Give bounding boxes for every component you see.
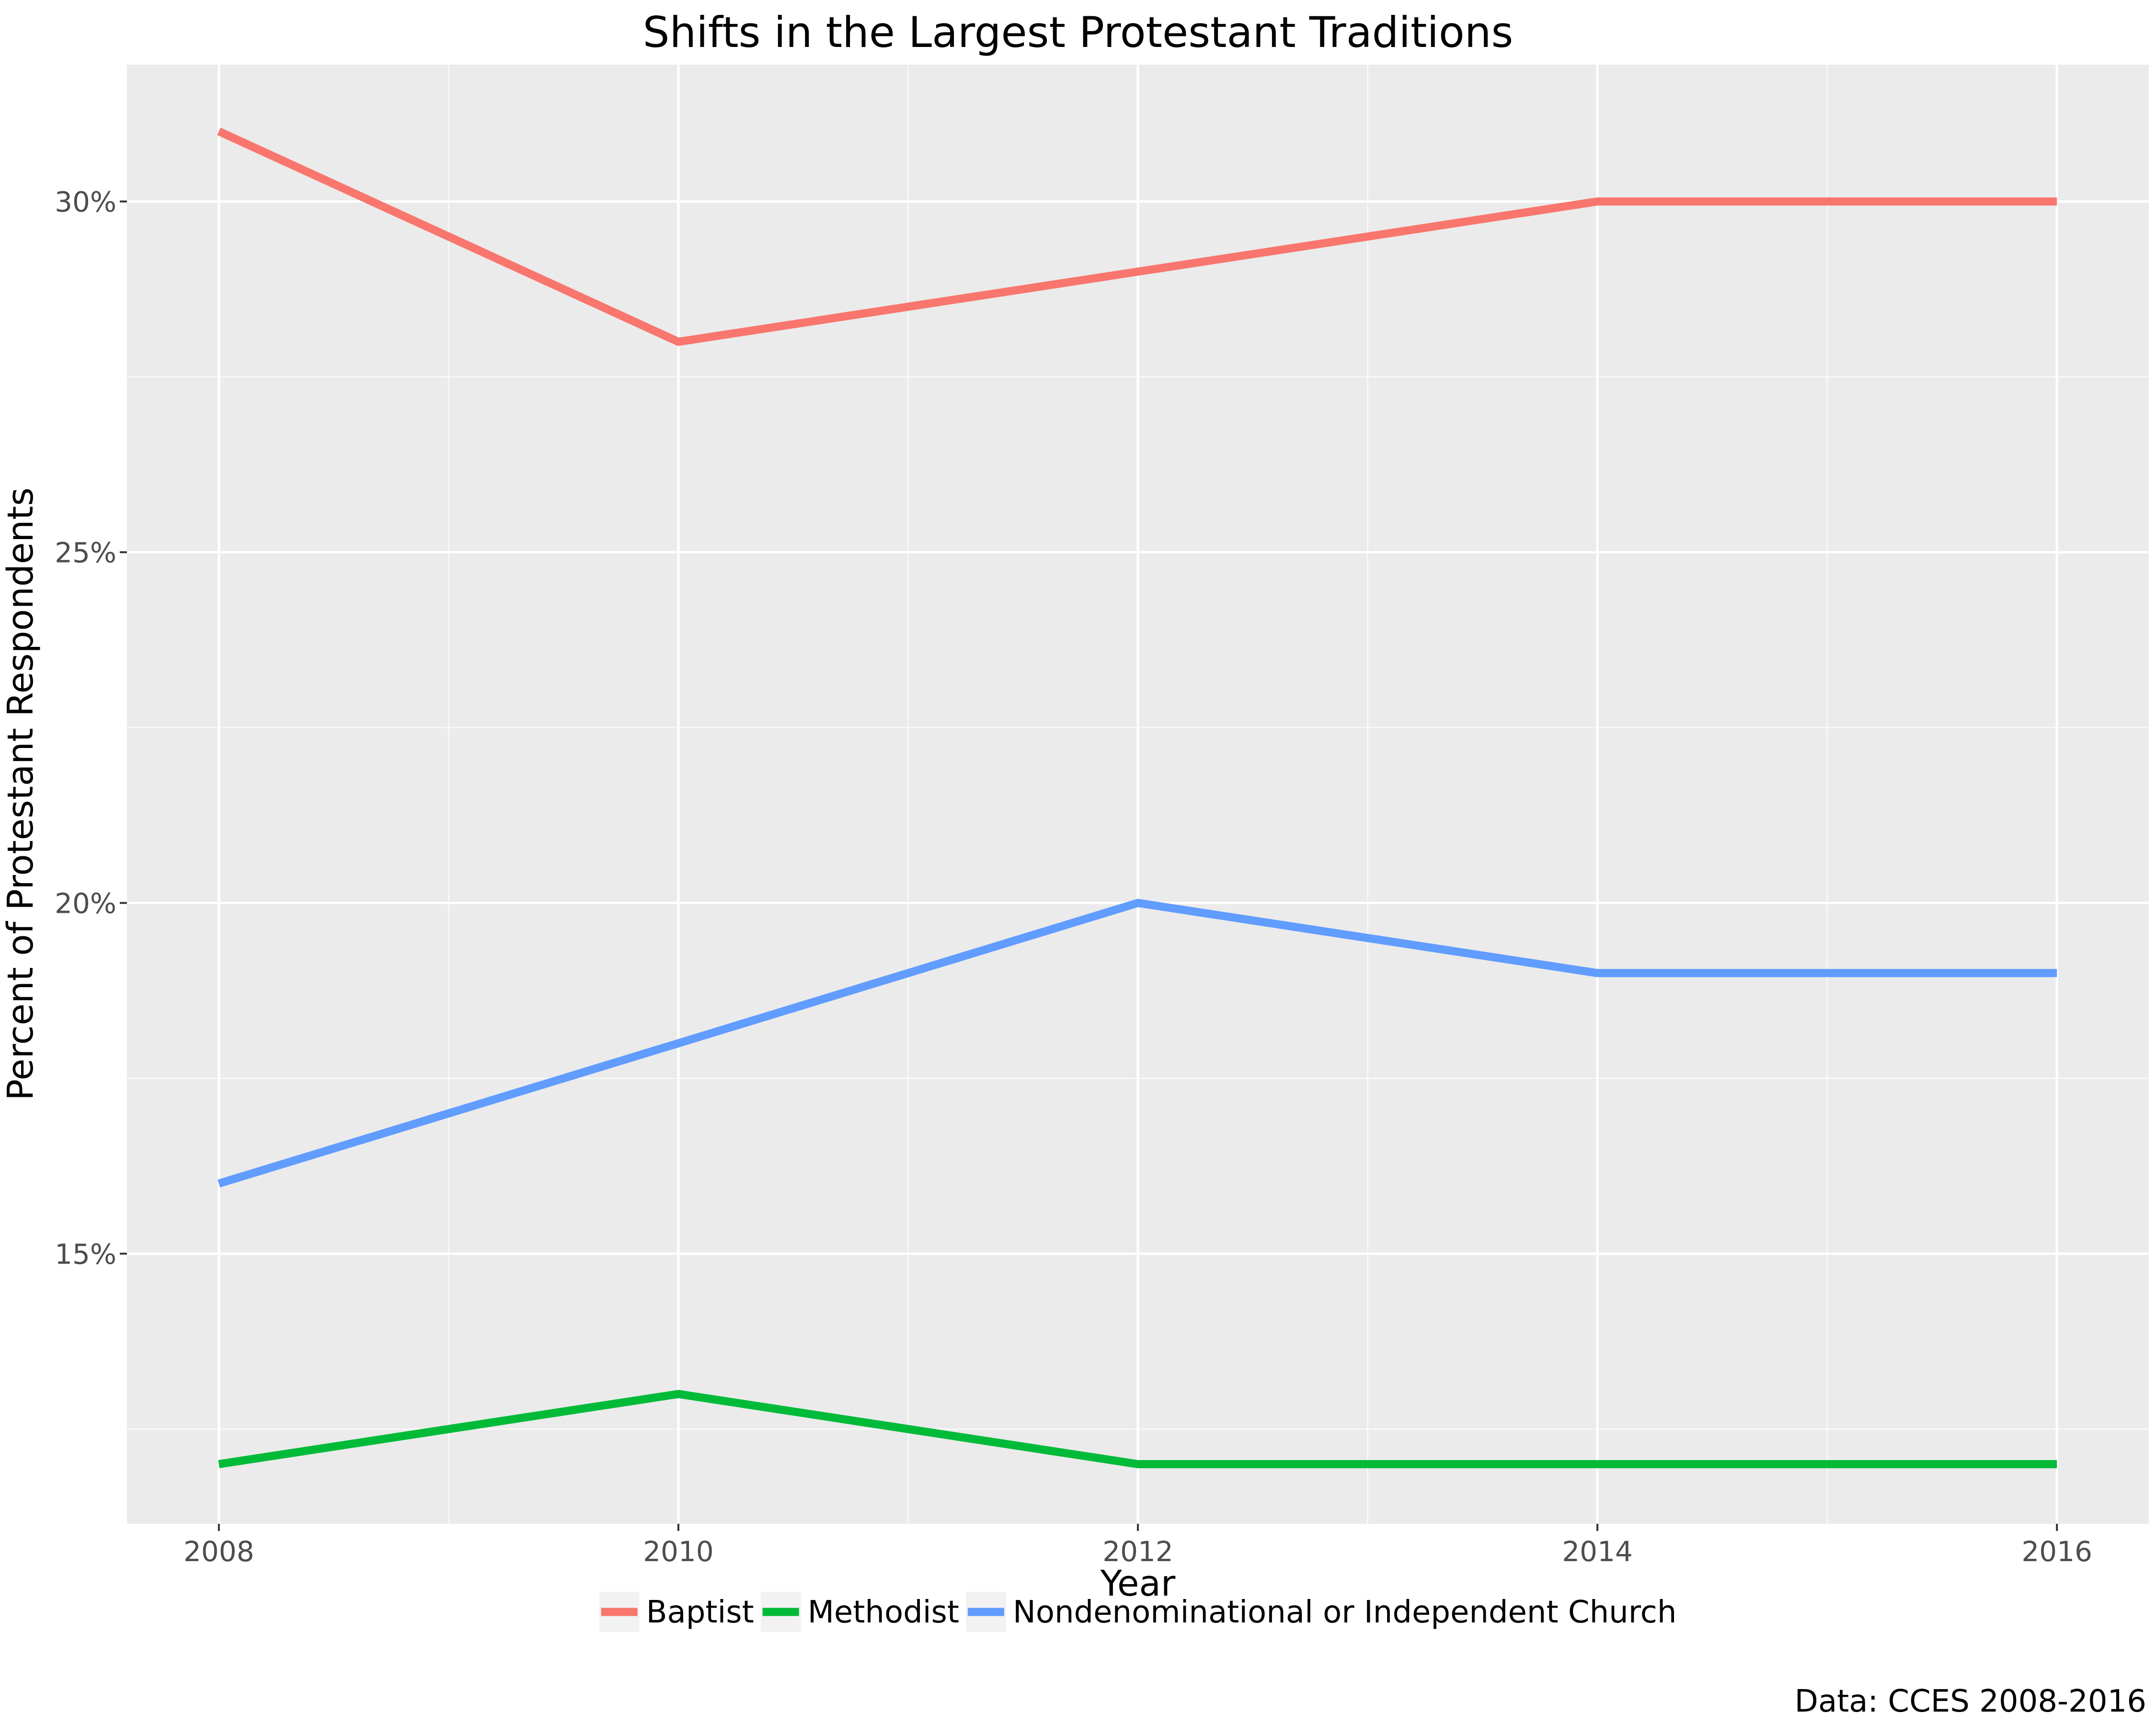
x-axis-title: Year xyxy=(1100,1563,1176,1604)
series-lines xyxy=(217,127,2057,1469)
x-tick-label: 2008 xyxy=(183,1535,254,1568)
data-source-caption: Data: CCES 2008-2016 xyxy=(1795,1684,2146,1719)
chart-title: Shifts in the Largest Protestant Traditi… xyxy=(642,8,1514,57)
y-tick-label: 30% xyxy=(55,185,116,218)
y-tick-label: 25% xyxy=(55,536,116,569)
legend-label: Methodist xyxy=(808,1595,959,1630)
y-axis-title: Percent of Protestant Respondents xyxy=(0,487,41,1100)
x-tick-label: 2014 xyxy=(1562,1535,1633,1568)
legend-label: Baptist xyxy=(646,1595,754,1630)
x-tick-label: 2016 xyxy=(2021,1535,2092,1568)
y-tick-label: 20% xyxy=(55,887,116,920)
y-axis: 15% 20% 25% 30% xyxy=(55,185,127,1270)
y-tick-label: 15% xyxy=(55,1238,116,1270)
x-axis: 2008 2010 2012 2014 2016 xyxy=(183,1524,2092,1568)
series-line-nondenominational-or-independent-church xyxy=(218,898,2057,1188)
legend: Baptist Methodist Nondenominational or Ind… xyxy=(599,1592,1676,1632)
series-line-baptist xyxy=(217,127,2057,346)
x-tick-label: 2010 xyxy=(643,1535,714,1568)
legend-label: Nondenominational or Independent Church xyxy=(1013,1595,1676,1630)
x-tick-label: 2012 xyxy=(1102,1535,1173,1568)
series-line-methodist xyxy=(218,1390,2057,1469)
